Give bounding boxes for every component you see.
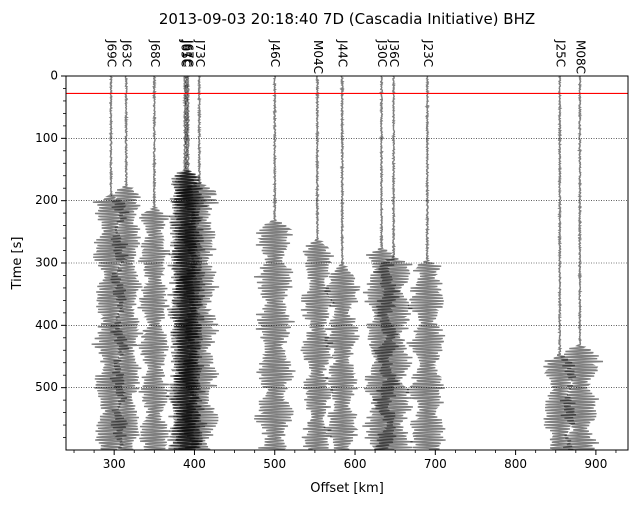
seismogram-trace — [543, 75, 577, 451]
station-label: J68C — [148, 39, 162, 67]
y-tick-label: 500 — [35, 380, 58, 394]
x-tick-label: 600 — [344, 457, 367, 471]
y-tick-label: 0 — [50, 69, 58, 83]
x-tick-label: 400 — [183, 457, 206, 471]
seismogram-trace — [178, 75, 220, 451]
station-label: M08C — [573, 40, 587, 74]
y-tick-label: 100 — [35, 131, 58, 145]
seismogram-trace — [91, 75, 130, 451]
station-label: J44C — [336, 39, 350, 67]
station-label: J46C — [268, 39, 282, 67]
station-label: J25C — [553, 39, 567, 67]
axes: 300 400 500 600 700 800 900 0 100 200 300 400 500 — [35, 69, 617, 471]
station-label: J30C — [375, 39, 389, 67]
station-label: J67C — [182, 39, 196, 67]
seismogram-trace — [253, 75, 296, 451]
station-label: J73C — [193, 39, 207, 67]
station-label: J23C — [421, 39, 435, 67]
seismogram-trace — [323, 75, 361, 451]
station-label: J61C — [180, 39, 194, 67]
seismogram-trace — [559, 75, 604, 451]
seismogram-trace — [372, 75, 413, 451]
seismogram-trace — [166, 76, 204, 451]
seismogram-trace — [169, 75, 208, 451]
station-label: J69C — [105, 39, 119, 67]
station-label: J65C — [178, 39, 192, 67]
chart-title: 2013-09-03 20:18:40 7D (Cascadia Initiat… — [159, 10, 535, 28]
traces — [91, 75, 604, 451]
seismogram-trace — [300, 75, 335, 451]
station-label: J36C — [387, 39, 401, 67]
x-tick-label: 500 — [263, 457, 286, 471]
y-tick-label: 300 — [35, 256, 58, 270]
seismogram-trace — [137, 75, 171, 451]
y-tick-label: 200 — [35, 193, 58, 207]
station-label: M04C — [311, 40, 325, 74]
y-tick-label: 400 — [35, 318, 58, 332]
x-tick-label: 900 — [584, 457, 607, 471]
station-label: J63C — [120, 39, 134, 67]
x-tick-label: 300 — [103, 457, 126, 471]
seismogram-trace — [109, 75, 144, 451]
x-tick-label: 700 — [424, 457, 447, 471]
y-axis-label: Time [s] — [10, 237, 25, 291]
x-tick-label: 800 — [504, 457, 527, 471]
x-axis-label: Offset [km] — [310, 481, 384, 496]
seismogram-trace — [405, 75, 446, 451]
